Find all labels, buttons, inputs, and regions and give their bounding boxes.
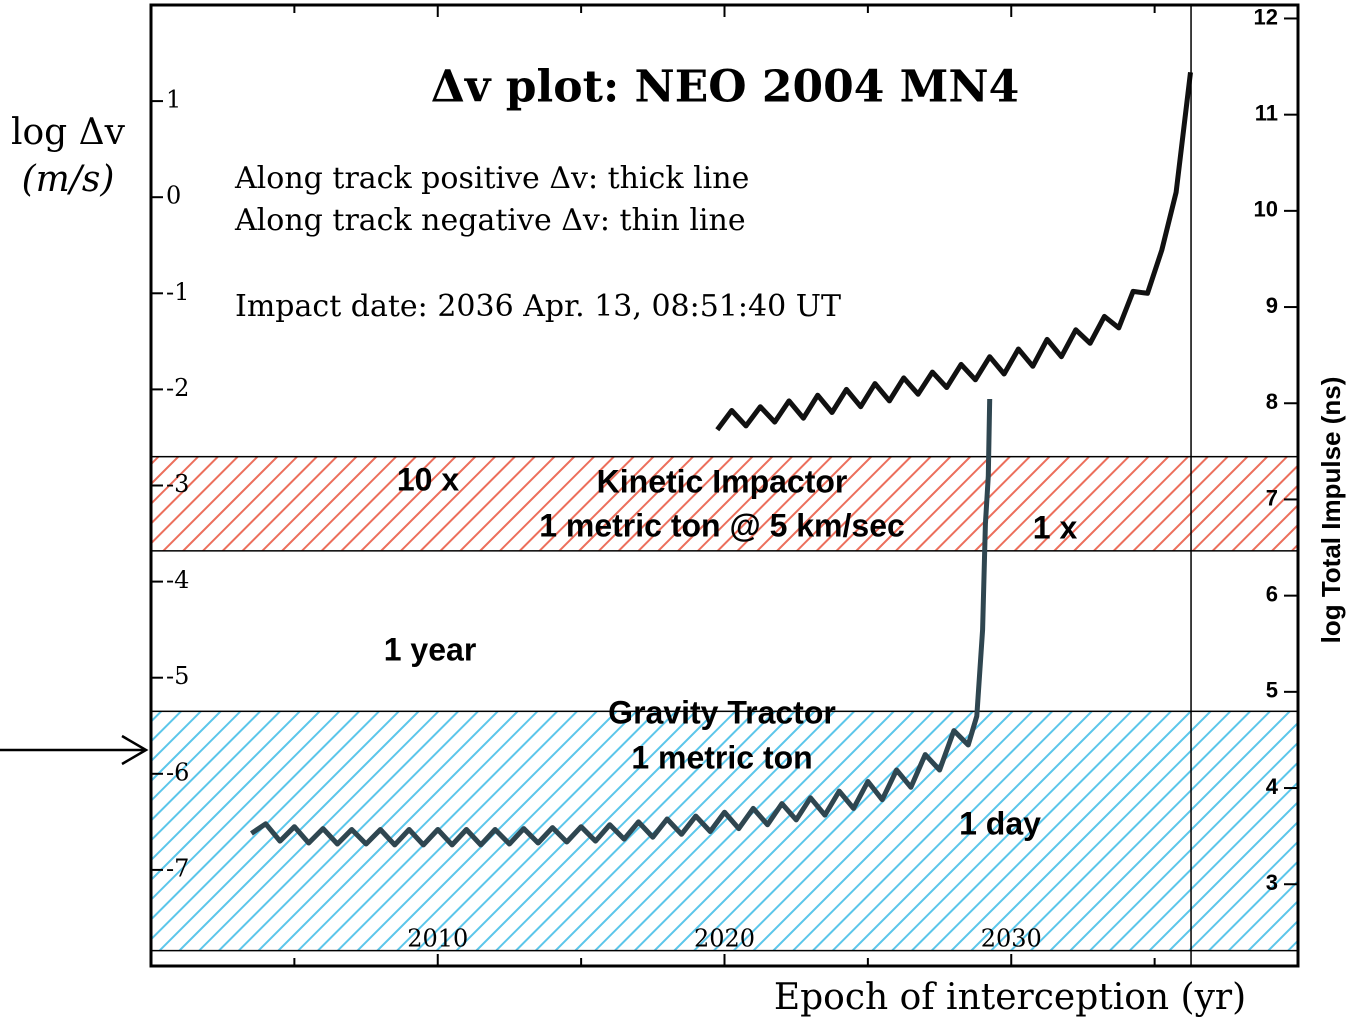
data-line xyxy=(250,398,993,848)
y2-tick-label: 8 xyxy=(1266,389,1278,414)
y2-tick-label: 6 xyxy=(1266,581,1278,606)
y-tick-label: 1 xyxy=(166,86,181,114)
annotation: Gravity Tractor xyxy=(608,694,836,730)
annotation: 1 year xyxy=(384,631,477,667)
y2-tick-label: 3 xyxy=(1266,870,1278,895)
y-tick-label: -1 xyxy=(166,278,189,306)
annotation: 1 day xyxy=(959,805,1041,841)
annotation: 1 metric ton xyxy=(631,739,812,775)
annotation: Kinetic Impactor xyxy=(597,463,848,499)
x-tick-label: 2010 xyxy=(407,925,468,953)
annotation: 1 metric ton @ 5 km/sec xyxy=(539,507,905,543)
y2-axis-label: log Total Impulse (ns) xyxy=(1316,377,1346,644)
y-tick-label: -6 xyxy=(166,758,189,786)
annotation: 10 x xyxy=(397,461,459,497)
annotation: Along track negative Δv: thin line xyxy=(234,203,746,238)
x-tick-label: 2020 xyxy=(694,925,755,953)
y-axis-label: log Δv xyxy=(11,112,126,153)
x-tick-label: 2030 xyxy=(981,925,1042,953)
y2-tick-label: 10 xyxy=(1254,197,1278,222)
arrow xyxy=(0,734,149,766)
y2-tick-label: 11 xyxy=(1255,100,1278,125)
annotation: Along track positive Δv: thick line xyxy=(234,161,749,196)
y2-tick-label: 12 xyxy=(1254,4,1278,29)
y-axis-label: (m/s) xyxy=(22,159,115,200)
annotation: Impact date: 2036 Apr. 13, 08:51:40 UT xyxy=(235,289,841,324)
y2-tick-label: 9 xyxy=(1266,293,1278,318)
y-tick-label: -5 xyxy=(166,662,189,690)
y-tick-label: 0 xyxy=(166,182,181,210)
y2-tick-label: 4 xyxy=(1266,774,1279,799)
y-tick-label: -2 xyxy=(166,374,189,402)
band xyxy=(150,710,1299,952)
y-tick-label: -4 xyxy=(166,566,189,594)
x-axis-label: Epoch of interception (yr) xyxy=(774,977,1246,1018)
y2-tick-label: 7 xyxy=(1266,485,1278,510)
y2-tick-label: 5 xyxy=(1266,678,1278,703)
annotation: 1 x xyxy=(1033,509,1078,545)
y-tick-label: -3 xyxy=(166,470,189,498)
data-line xyxy=(715,72,1193,432)
band xyxy=(150,455,1299,552)
chart-title: Δv plot: NEO 2004 MN4 xyxy=(431,62,1019,113)
y-tick-label: -7 xyxy=(166,854,189,882)
